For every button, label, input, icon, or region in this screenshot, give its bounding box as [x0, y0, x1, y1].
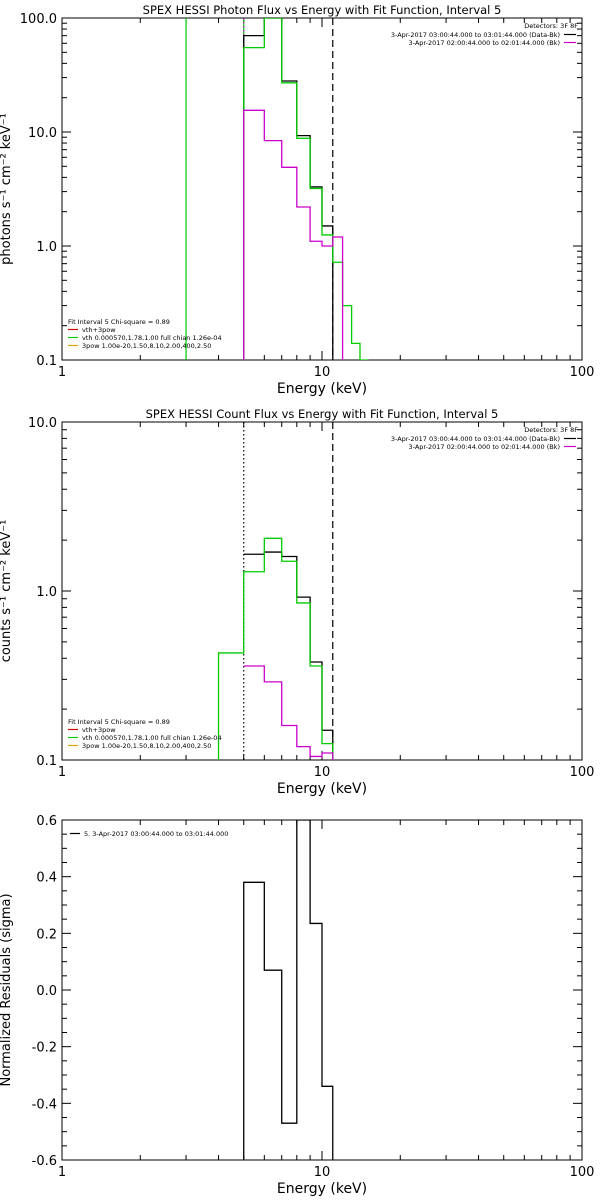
legend-entry-label: vth+3pow	[82, 326, 116, 334]
legend-entry-label: 3-Apr-2017 02:00:44.000 to 02:01:44.000 …	[409, 39, 560, 47]
series-vth-3pow	[243, 18, 369, 360]
legend-title: Detectors: 3F 8F	[524, 426, 578, 434]
y-tick-label: 1.0	[36, 585, 57, 600]
legend-title: Detectors: 3F 8F	[524, 22, 578, 30]
legend-entry-label: vth 0.000570,1.78,1.00 full chian 1.26e-…	[82, 734, 222, 742]
series-group	[243, 820, 334, 1160]
y-tick-label: 0.1	[36, 354, 57, 369]
series-data	[243, 18, 334, 360]
chart-title: SPEX HESSI Photon Flux vs Energy with Fi…	[143, 3, 502, 17]
x-tick-label: 1	[58, 765, 66, 780]
legend-title: Fit Interval 5 Chi-square = 0.89	[68, 318, 170, 326]
y-axis-label: counts s⁻¹ cm⁻² keV⁻¹	[0, 520, 14, 663]
y-axis-label: Normalized Residuals (sigma)	[0, 893, 14, 1086]
series-group	[217, 537, 334, 760]
x-axis-label: Energy (keV)	[277, 381, 367, 397]
y-tick-label: 0.1	[36, 754, 57, 769]
y-ticks	[62, 429, 582, 761]
y-tick-label: -0.4	[32, 1097, 57, 1112]
legend-bottom-left: Fit Interval 5 Chi-square = 0.89vth+3pow…	[68, 718, 222, 750]
y-tick-label: 0.6	[36, 814, 57, 829]
y-tick-label: -0.6	[32, 1154, 57, 1169]
y-tick-label: -0.2	[32, 1041, 57, 1056]
legend-top-right: Detectors: 3F 8F3-Apr-2017 03:00:44.000 …	[391, 426, 578, 451]
series-vth-3pow	[217, 537, 334, 760]
y-tick-label: 0.2	[36, 927, 57, 942]
legend-entry-label: vth+3pow	[82, 726, 116, 734]
y-tick-label: 1.0	[36, 240, 57, 255]
y-tick-label: 10.0	[28, 416, 57, 431]
chart-panel-3: 1 10 100 Energy (keV) -0.6 -0.4 -0.2 0.0 0.2 0.4 0…	[0, 814, 594, 1197]
legend-entry-label: 3pow 1.00e-20,1.50,8.10,2.00,400,2.50	[82, 742, 211, 750]
x-axis-label: Energy (keV)	[277, 781, 367, 797]
legend-entry-label: 3-Apr-2017 03:00:44.000 to 03:01:44.000 …	[391, 31, 560, 39]
legend-entry-label: vth 0.000570,1.78,1.00 full chian 1.26e-…	[82, 334, 222, 342]
x-tick-label: 100	[570, 765, 595, 780]
legend-entry-label: 3-Apr-2017 03:00:44.000 to 03:01:44.000 …	[391, 435, 560, 443]
series-residuals	[243, 820, 334, 1160]
legend-top-right: Detectors: 3F 8F3-Apr-2017 03:00:44.000 …	[391, 22, 578, 47]
legend-entry-label: 5. 3-Apr-2017 03:00:44.000 to 03:01:44.0…	[84, 830, 228, 838]
y-tick-label: 0.0	[36, 984, 57, 999]
x-ticks	[61, 422, 571, 760]
series-vth	[243, 665, 334, 760]
chart-title: SPEX HESSI Count Flux vs Energy with Fit…	[146, 407, 499, 421]
x-tick-label: 1	[58, 1165, 66, 1180]
chart-panel-2: SPEX HESSI Count Flux vs Energy with Fit…	[0, 407, 594, 797]
legend-title: Fit Interval 5 Chi-square = 0.89	[68, 718, 170, 726]
chart-panel-1: SPEX HESSI Photon Flux vs Energy with Fi…	[0, 3, 594, 397]
x-tick-label: 10	[314, 1165, 331, 1180]
x-ticks	[61, 820, 571, 1160]
y-axis-label: photons s⁻¹ cm⁻² keV⁻¹	[0, 113, 14, 265]
y-tick-label: 0.4	[36, 871, 57, 886]
x-tick-label: 10	[314, 765, 331, 780]
x-axis-label: Energy (keV)	[277, 1181, 367, 1197]
x-tick-label: 10	[314, 365, 331, 380]
x-tick-label: 1	[58, 365, 66, 380]
legend-top-left: 5. 3-Apr-2017 03:00:44.000 to 03:01:44.0…	[70, 830, 228, 838]
x-tick-label: 100	[570, 365, 595, 380]
y-ticks	[62, 22, 582, 361]
y-tick-label: 100.0	[20, 12, 57, 27]
legend-bottom-left: Fit Interval 5 Chi-square = 0.89vth+3pow…	[68, 318, 222, 350]
x-tick-label: 100	[570, 1165, 595, 1180]
series-group	[243, 18, 369, 360]
y-ticks	[62, 819, 582, 1161]
legend-entry-label: 3pow 1.00e-20,1.50,8.10,2.00,400,2.50	[82, 342, 211, 350]
legend-entry-label: 3-Apr-2017 02:00:44.000 to 02:01:44.000 …	[409, 443, 560, 451]
y-tick-label: 10.0	[28, 126, 57, 141]
series-vth	[243, 109, 344, 360]
series-data	[243, 551, 334, 760]
